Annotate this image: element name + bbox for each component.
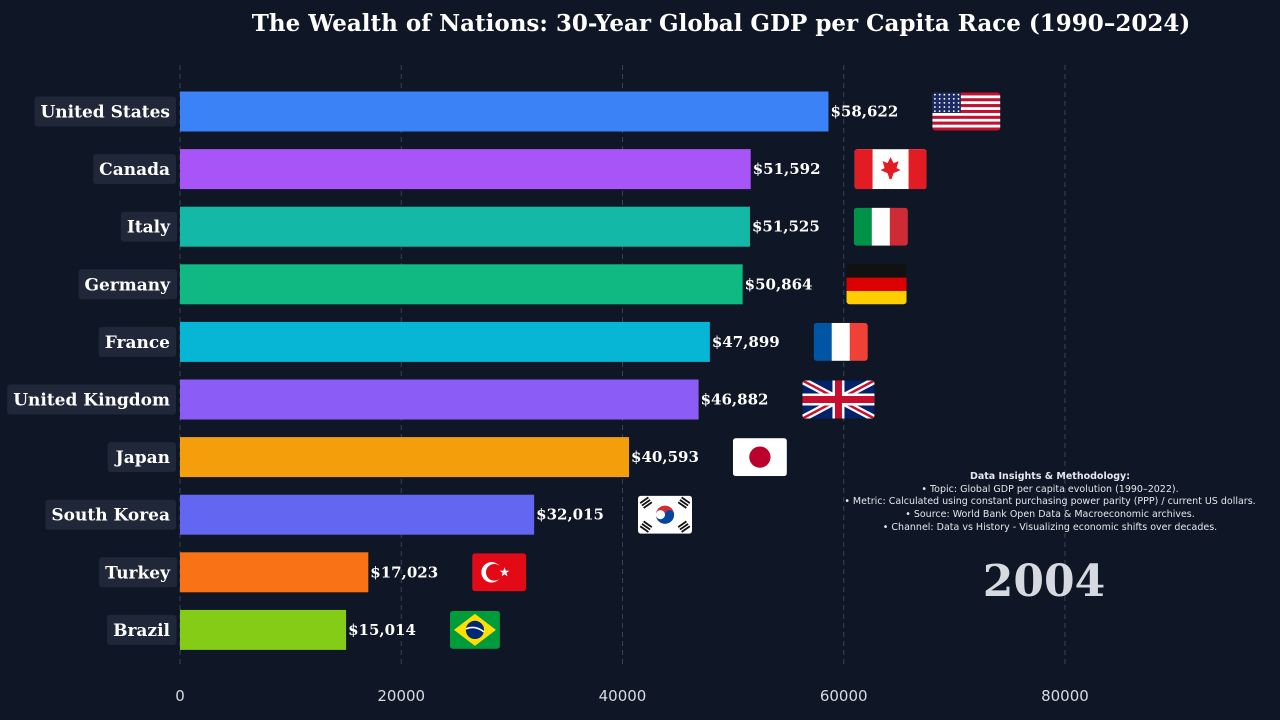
south-korea-flag-icon	[638, 495, 693, 534]
category-label-background	[45, 499, 176, 530]
bar	[180, 206, 750, 247]
category-label: Brazil	[113, 621, 170, 641]
turkey-flag-icon	[472, 553, 527, 592]
notes-line-topic: • Topic: Global GDP per capita evolution…	[921, 483, 1179, 495]
category-label: South Korea	[51, 506, 170, 526]
bar	[180, 321, 710, 362]
value-label: $50,864	[745, 275, 813, 293]
category-label-background	[120, 211, 178, 242]
bar	[180, 149, 751, 190]
category-label-group: Canada	[93, 154, 176, 185]
bar	[180, 552, 369, 593]
bar	[180, 494, 535, 535]
category-label-group: Japan	[107, 442, 176, 473]
category-label-group: Turkey	[99, 557, 178, 588]
category-label: Germany	[84, 275, 171, 295]
bar	[180, 609, 347, 650]
value-label: $51,525	[752, 218, 820, 236]
category-label-background	[93, 154, 176, 185]
category-label-group: United States	[34, 96, 176, 127]
x-tick-label: 80000	[1041, 687, 1089, 705]
notes-heading: Data Insights & Methodology:	[969, 471, 1131, 482]
category-label: France	[105, 333, 170, 353]
value-label: $51,592	[753, 160, 821, 178]
category-label-background	[78, 269, 178, 300]
category-label-background	[107, 442, 176, 473]
italy-flag-icon	[853, 207, 908, 246]
category-label-group: United Kingdom	[7, 384, 177, 415]
value-label: $46,882	[701, 391, 769, 409]
value-label: $17,023	[370, 563, 438, 581]
notes-line-channel: • Channel: Data vs History - Visualizing…	[882, 521, 1218, 533]
canada-flag-icon	[854, 149, 927, 190]
germany-flag-icon	[846, 264, 907, 305]
value-label: $58,622	[830, 103, 898, 121]
value-label: $32,015	[536, 506, 604, 524]
x-tick-label: 40000	[599, 687, 647, 705]
category-label: Canada	[99, 160, 170, 180]
category-label: United States	[40, 103, 170, 123]
x-tick-label: 0	[175, 687, 185, 705]
us-flag-icon	[932, 92, 1001, 131]
year-label: 2004	[982, 556, 1106, 607]
category-label: Italy	[127, 218, 171, 238]
value-label: $15,014	[348, 621, 416, 639]
bar	[180, 264, 743, 305]
chart-title: The Wealth of Nations: 30-Year Global GD…	[251, 10, 1191, 37]
bar	[180, 437, 630, 478]
category-label: United Kingdom	[13, 391, 170, 411]
category-label-group: France	[98, 326, 177, 357]
category-label-group: South Korea	[45, 499, 176, 530]
category-label-group: Italy	[120, 211, 178, 242]
category-label-background	[7, 384, 177, 415]
notes-line-metric: • Metric: Calculated using constant purc…	[844, 496, 1256, 508]
category-label-group: Germany	[78, 269, 178, 300]
bar	[180, 91, 829, 132]
notes-line-source: • Source: World Bank Open Data & Macroec…	[905, 509, 1195, 521]
category-label: Turkey	[105, 563, 171, 583]
category-label-background	[107, 614, 177, 645]
category-label-group: Brazil	[107, 614, 177, 645]
category-label-background	[34, 96, 176, 127]
france-flag-icon	[813, 322, 868, 361]
methodology-notes: Data Insights & Methodology: • Topic: Gl…	[840, 471, 1260, 535]
x-tick-label: 20000	[377, 687, 425, 705]
category-label-background	[98, 326, 177, 357]
value-label: $40,593	[631, 448, 699, 466]
category-label: Japan	[114, 448, 170, 468]
brazil-flag-icon	[449, 610, 500, 649]
x-tick-label: 60000	[820, 687, 868, 705]
value-label: $47,899	[712, 333, 780, 351]
category-label-background	[99, 557, 178, 588]
japan-flag-icon	[732, 438, 787, 477]
bar	[180, 379, 699, 420]
uk-flag-icon	[802, 380, 875, 419]
